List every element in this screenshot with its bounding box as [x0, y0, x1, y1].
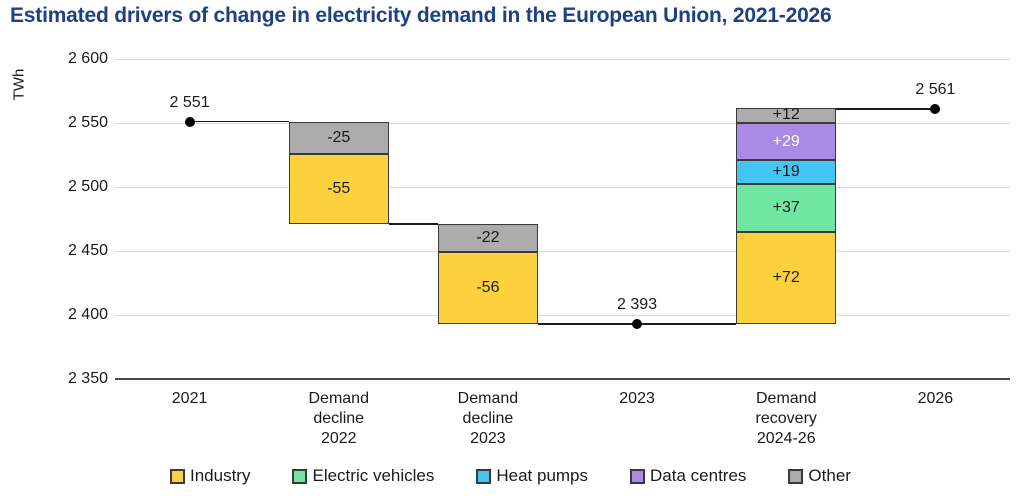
legend-label: Data centres — [650, 466, 747, 485]
segment-value-label: +29 — [772, 132, 800, 150]
y-tick-label: 2 450 — [67, 242, 108, 259]
segment-value-label: -22 — [476, 229, 500, 247]
x-axis-label-line: 2026 — [917, 390, 954, 407]
legend-item-data-centres: Data centres — [630, 466, 746, 486]
bar-segment-heat-pumps — [736, 160, 837, 185]
y-tick-label: 2 600 — [67, 50, 108, 67]
legend-label: Other — [808, 466, 851, 485]
gridline — [115, 186, 1010, 188]
x-axis-label-line: decline — [313, 410, 365, 427]
x-axis-label-line: Demand — [457, 390, 519, 407]
bar-segment-other — [437, 224, 538, 253]
legend-item-electric-vehicles: Electric vehicles — [292, 466, 434, 486]
bar-segment-electric-vehicles — [736, 184, 837, 232]
bar-segment-data-centres — [736, 123, 837, 161]
data-point-dot — [632, 318, 643, 329]
x-axis-label: 2021 — [115, 389, 264, 409]
data-point-value-label: 2 561 — [915, 80, 956, 98]
connector-line — [836, 108, 936, 110]
data-point-dot — [930, 103, 941, 114]
x-axis-label-line: recovery — [755, 410, 817, 427]
x-axis-label: 2026 — [861, 389, 1010, 409]
segment-value-label: +12 — [772, 106, 800, 124]
bar-segment-other — [288, 121, 389, 154]
x-axis-label-line: 2023 — [619, 390, 655, 407]
data-point-dot — [184, 116, 195, 127]
segment-value-label: -55 — [327, 179, 351, 197]
y-tick-label: 2 350 — [67, 370, 108, 387]
segment-value-label: +72 — [772, 268, 800, 286]
gridline — [115, 58, 1010, 60]
x-axis-label-line: Demand — [755, 390, 817, 407]
bar-segment-industry — [288, 153, 389, 225]
gridline — [115, 250, 1010, 252]
legend-item-other: Other — [788, 466, 851, 486]
x-axis-line — [115, 378, 1010, 380]
x-axis-label: Demand decline 2023 — [413, 389, 562, 449]
x-axis-label-line: 2023 — [470, 430, 506, 447]
y-tick-label: 2 550 — [67, 114, 108, 131]
gridline — [115, 122, 1010, 124]
legend-item-heat-pumps: Heat pumps — [476, 466, 588, 486]
x-axis-label-line: 2022 — [320, 430, 357, 447]
x-axis-label-line: decline — [462, 410, 514, 427]
x-axis-label: 2023 — [563, 389, 712, 409]
legend-label: Industry — [190, 466, 251, 485]
y-tick-label: 2 500 — [67, 178, 108, 195]
gridline — [115, 314, 1010, 316]
y-tick-label: 2 400 — [67, 306, 108, 323]
x-axis-label-line: Demand — [308, 390, 369, 407]
data-point-value-label: 2 393 — [617, 295, 658, 313]
bar-segment-industry — [437, 252, 538, 324]
chart-title: Estimated drivers of change in electrici… — [10, 4, 832, 27]
segment-value-label: +37 — [772, 199, 800, 217]
segment-value-label: -56 — [476, 279, 500, 297]
x-axis-label: Demand decline 2022 — [264, 389, 413, 449]
legend-label: Heat pumps — [496, 466, 589, 485]
bar-segment-other — [736, 107, 837, 123]
bar-segment-industry — [736, 231, 837, 324]
data-point-value-label: 2 551 — [169, 93, 210, 111]
legend-item-industry: Industry — [170, 466, 250, 486]
segment-value-label: -25 — [327, 128, 351, 146]
legend-swatch-heat-pumps — [476, 468, 492, 484]
x-axis-label-line: 2024-26 — [756, 430, 816, 447]
x-axis-label: Demand recovery 2024-26 — [712, 389, 861, 449]
legend-label: Electric vehicles — [312, 466, 435, 485]
segment-value-label: +19 — [772, 163, 800, 181]
legend-swatch-electric-vehicles — [292, 468, 308, 484]
legend-swatch-other — [788, 468, 804, 484]
x-axis-label-line: 2021 — [171, 390, 208, 407]
connector-line — [189, 120, 289, 123]
chart-legend: Industry Electric vehicles Heat pumps Data … — [170, 466, 851, 486]
legend-swatch-data-centres — [630, 468, 646, 484]
legend-swatch-industry — [170, 468, 185, 484]
connector-line — [388, 223, 438, 225]
